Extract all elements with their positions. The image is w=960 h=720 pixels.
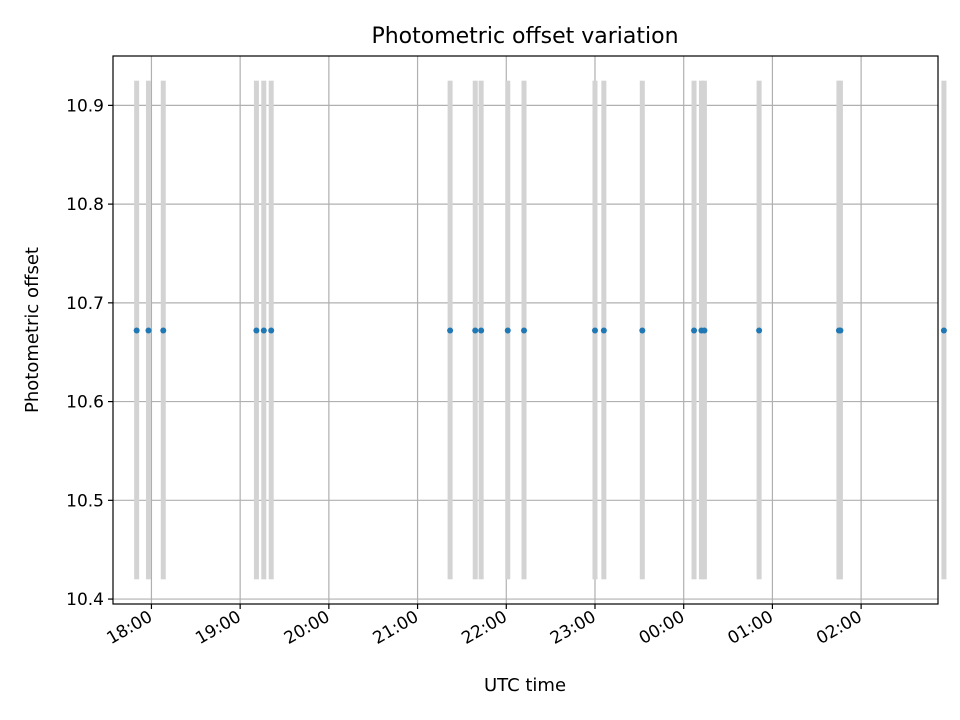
y-tick-label: 10.8 [66,195,104,215]
offset-points [133,327,947,334]
y-tick-label: 10.7 [66,294,104,314]
data-point [837,327,844,334]
x-tick-label: 19:00 [192,607,244,649]
x-tick-label: 18:00 [104,607,156,649]
x-tick-label: 01:00 [724,607,776,649]
data-point [701,327,708,334]
data-point [447,327,454,334]
data-point [504,327,511,334]
data-point [600,327,607,334]
data-point [268,327,275,334]
x-tick-label: 22:00 [458,607,510,649]
y-tick-label: 10.5 [66,491,104,511]
data-point [472,327,479,334]
x-tick-label: 21:00 [370,607,422,649]
data-point [591,327,598,334]
data-point [756,327,763,334]
data-point [253,327,260,334]
data-point [639,327,646,334]
y-axis-ticks: 10.4 10.5 10.6 10.7 10.8 10.9 [66,96,113,610]
data-point [940,327,947,334]
data-point [521,327,528,334]
y-tick-label: 10.4 [66,590,104,610]
data-point [691,327,698,334]
x-axis-ticks: 18:00 19:00 20:00 21:00 22:00 23:00 00:00 01:00… [104,604,866,649]
data-point [160,327,167,334]
x-tick-label: 00:00 [636,607,688,649]
x-tick-label: 20:00 [281,607,333,649]
data-point [145,327,152,334]
x-axis-label: UTC time [484,675,566,696]
data-point [260,327,267,334]
y-tick-label: 10.6 [66,393,104,413]
y-tick-label: 10.9 [66,96,104,116]
x-tick-label: 23:00 [547,607,599,649]
y-axis-label: Photometric offset [22,247,43,413]
plot-frame [112,55,939,605]
data-point [478,327,485,334]
x-tick-label: 02:00 [813,607,865,649]
chart-title: Photometric offset variation [371,24,678,49]
data-point [133,327,140,334]
